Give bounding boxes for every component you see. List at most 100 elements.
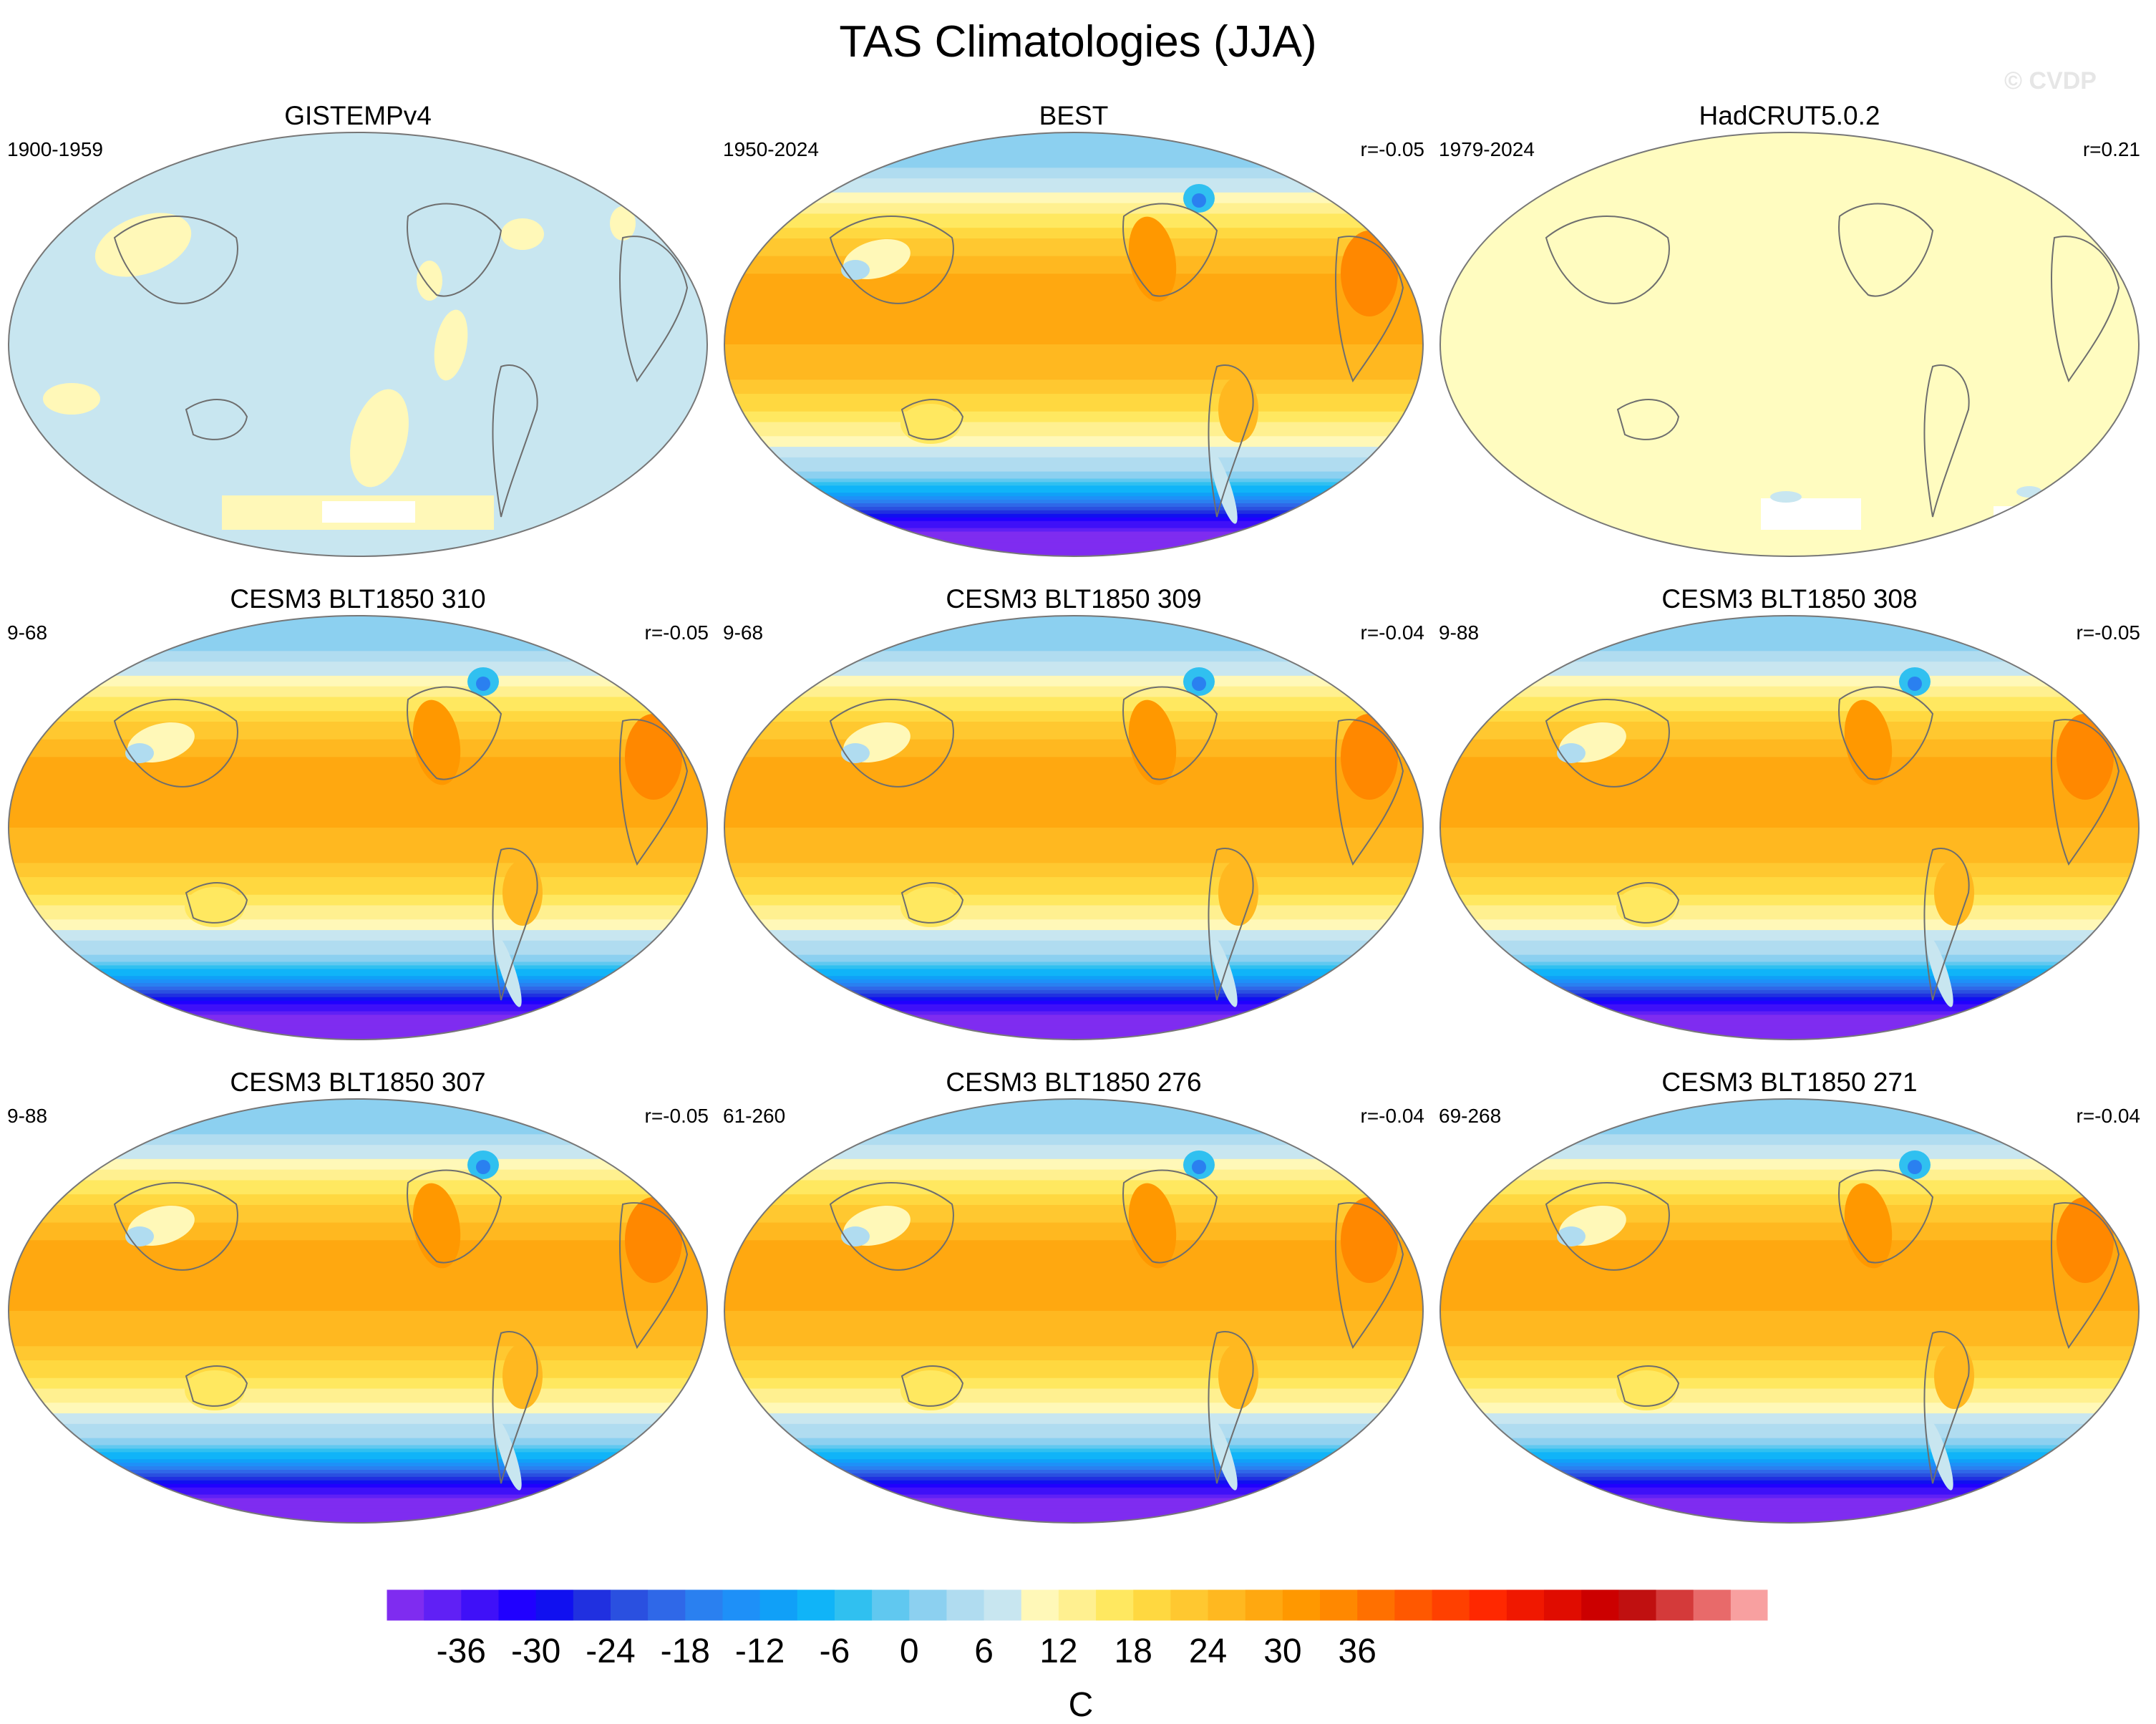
temperature-band [724, 930, 1423, 934]
temperature-band [724, 934, 1423, 938]
temperature-band [9, 689, 707, 694]
temperature-band [1440, 1406, 2139, 1410]
temperature-band [9, 881, 707, 885]
temperature-band [1440, 820, 2139, 825]
temperature-band [724, 1357, 1423, 1361]
temperature-band [1440, 1452, 2139, 1456]
temperature-band [9, 711, 707, 715]
temperature-band [724, 1109, 1423, 1114]
temperature-band [1440, 1162, 2139, 1167]
temperature-band [1440, 1438, 2139, 1443]
temperature-band [724, 485, 1423, 490]
temperature-band [724, 344, 1423, 349]
colorbar-tick-label: 30 [1263, 1632, 1301, 1670]
temperature-band [9, 1423, 707, 1428]
temperature-band [724, 185, 1423, 190]
temperature-band [9, 672, 707, 677]
temperature-band [1440, 689, 2139, 694]
temperature-band [1440, 1000, 2139, 1005]
temperature-band [724, 213, 1423, 218]
temperature-band [1440, 1004, 2139, 1009]
coastline [185, 399, 248, 440]
colorbar-swatch [1133, 1589, 1171, 1621]
temperature-band [9, 1099, 707, 1103]
temperature-band [9, 1201, 707, 1206]
temperature-band [724, 323, 1423, 327]
watermark: © CVDP [2004, 67, 2097, 95]
coastline [619, 719, 689, 866]
temperature-band [724, 662, 1423, 666]
temperature-band [724, 1134, 1423, 1138]
temperature-band [9, 1297, 707, 1301]
temperature-band [724, 704, 1423, 708]
temperature-band [724, 298, 1423, 303]
temperature-band [1440, 1516, 2139, 1520]
temperature-band [724, 675, 1423, 680]
temperature-band [1440, 947, 2139, 952]
temperature-band [724, 436, 1423, 440]
temperature-band [724, 912, 1423, 916]
temperature-band [1440, 873, 2139, 878]
temperature-band [9, 1374, 707, 1379]
panel-correlation: r=-0.05 [2076, 621, 2141, 644]
figure-title: TAS Climatologies (JJA) [839, 17, 1317, 67]
map-projection [1439, 132, 2140, 557]
temperature-band [724, 478, 1423, 483]
colorbar-tick-label: 18 [1115, 1632, 1152, 1670]
coastline [1545, 216, 1670, 304]
temperature-band [9, 718, 707, 722]
temperature-band [1440, 1123, 2139, 1128]
temperature-band [1440, 806, 2139, 810]
temperature-band [9, 1148, 707, 1153]
temperature-band [724, 1187, 1423, 1191]
south-america-land [1934, 860, 1974, 926]
temperature-band [1440, 795, 2139, 800]
colorbar-swatch [1357, 1589, 1395, 1621]
temperature-band [1440, 1325, 2139, 1330]
temperature-band [724, 997, 1423, 1002]
asia-positive-patch [94, 213, 192, 277]
temperature-band [724, 760, 1423, 765]
temperature-band [724, 1123, 1423, 1128]
temperature-band [1440, 1420, 2139, 1425]
temperature-band [1440, 891, 2139, 896]
temperature-band [724, 757, 1423, 761]
temperature-band [724, 817, 1423, 821]
temperature-band [9, 1022, 707, 1026]
coastline [113, 216, 238, 304]
temperature-band [724, 856, 1423, 860]
temperature-band [1440, 1519, 2139, 1523]
temperature-band [1440, 1152, 2139, 1156]
temperature-band [724, 252, 1423, 257]
temperature-band [1440, 775, 2139, 779]
map-projection [1439, 1098, 2140, 1524]
temperature-band [9, 947, 707, 952]
temperature-band [724, 1120, 1423, 1125]
temperature-band [9, 859, 707, 863]
temperature-band [9, 1388, 707, 1393]
temperature-band [724, 866, 1423, 871]
temperature-band [9, 1176, 707, 1181]
temperature-band [1440, 1116, 2139, 1121]
temperature-band [1440, 785, 2139, 790]
temperature-band [1440, 1169, 2139, 1174]
coastline [1335, 236, 1404, 383]
temperature-band [1440, 905, 2139, 910]
temperature-band [1440, 1335, 2139, 1340]
temperature-band [9, 813, 707, 818]
temperature-band [724, 979, 1423, 984]
temperature-band [1440, 665, 2139, 669]
temperature-band [1440, 1434, 2139, 1439]
temperature-band [724, 1335, 1423, 1340]
temperature-band [1440, 997, 2139, 1002]
temperature-band [9, 1134, 707, 1138]
temperature-band [9, 852, 707, 857]
temperature-band [1440, 1328, 2139, 1333]
temperature-band [724, 1254, 1423, 1259]
temperature-band [9, 810, 707, 814]
temperature-band [1440, 1011, 2139, 1016]
temperature-band [724, 411, 1423, 416]
temperature-band [9, 1328, 707, 1333]
temperature-band [724, 753, 1423, 757]
temperature-band [724, 926, 1423, 931]
